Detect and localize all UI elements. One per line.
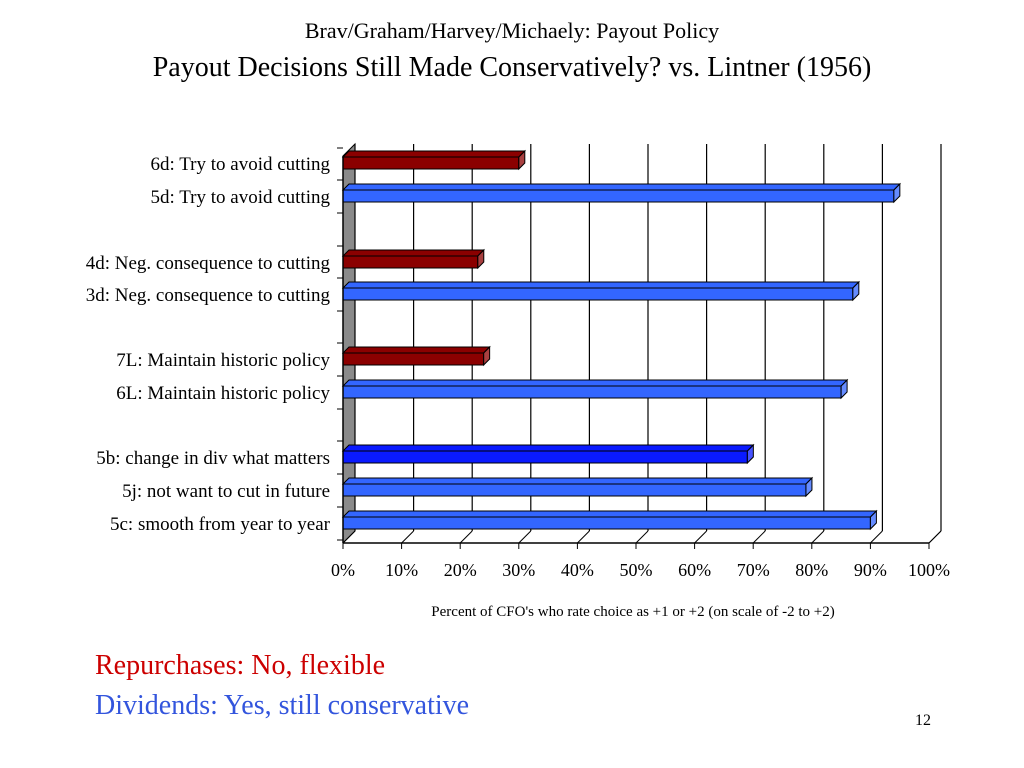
bar-end-face	[805, 476, 813, 498]
category-label: 5b: change in div what matters	[96, 448, 330, 469]
bar-front-face	[342, 189, 895, 203]
bar-front-face	[342, 287, 854, 301]
bar-top-face	[341, 510, 878, 518]
floor-gridline	[635, 530, 649, 544]
bar-front-face	[342, 483, 807, 497]
floor-gridline	[342, 530, 356, 544]
axis-corner	[928, 530, 942, 544]
category-label: 5d: Try to avoid cutting	[151, 187, 331, 208]
floor-gridline	[694, 530, 707, 544]
note-repurchases: Repurchases: No, flexible	[95, 650, 386, 681]
x-tick-label: 100%	[908, 560, 950, 580]
bar	[341, 182, 902, 204]
page-number: 12	[915, 712, 931, 729]
bar-top-face	[341, 249, 485, 257]
x-tick-label: 0%	[331, 560, 355, 580]
x-tick-label: 20%	[444, 560, 477, 580]
slide-title: Payout Decisions Still Made Conservative…	[152, 52, 872, 83]
x-tick-label: 50%	[620, 560, 653, 580]
bar	[341, 378, 849, 400]
bar-front-face	[342, 516, 871, 530]
slide-subtitle: Brav/Graham/Harvey/Michaely: Payout Poli…	[304, 18, 720, 43]
bar	[341, 476, 814, 498]
bar-end-face	[840, 378, 848, 400]
x-tick-label: 90%	[854, 560, 887, 580]
bar-top-face	[341, 346, 491, 354]
bar-end-face	[893, 182, 901, 204]
bar-top-face	[341, 379, 849, 387]
floor-gridline	[811, 530, 825, 544]
bar	[341, 248, 485, 270]
x-tick-label: 10%	[385, 560, 418, 580]
bar-top-face	[341, 183, 902, 191]
x-tick-label: 40%	[561, 560, 594, 580]
bar	[341, 509, 878, 531]
bar-top-face	[341, 150, 527, 158]
bar-front-face	[342, 352, 485, 366]
bar-end-face	[869, 509, 877, 531]
bar-front-face	[342, 450, 748, 464]
category-label: 6d: Try to avoid cutting	[151, 154, 331, 175]
x-tick-label: 30%	[502, 560, 535, 580]
floor-gridline	[518, 530, 532, 544]
bar-front-face	[342, 385, 842, 399]
bar	[341, 149, 527, 171]
floor-gridline	[752, 530, 766, 544]
bar	[341, 443, 755, 465]
floor-gridline	[401, 530, 414, 544]
category-label: 4d: Neg. consequence to cutting	[86, 253, 331, 274]
category-label: 3d: Neg. consequence to cutting	[86, 285, 331, 306]
x-tick-label: 70%	[737, 560, 770, 580]
x-tick-label: 80%	[795, 560, 828, 580]
note-dividends: Dividends: Yes, still conservative	[95, 690, 470, 721]
bar-front-face	[342, 255, 479, 269]
x-tick-label: 60%	[678, 560, 711, 580]
floor-gridline	[870, 530, 883, 544]
bar-top-face	[341, 477, 814, 485]
bar-top-face	[341, 281, 861, 289]
floor-gridline	[459, 530, 473, 544]
floor-gridline	[577, 530, 590, 544]
bar-end-face	[852, 280, 860, 302]
category-label: 7L: Maintain historic policy	[116, 350, 330, 371]
bar-end-face	[483, 345, 491, 367]
category-label: 6L: Maintain historic policy	[116, 383, 330, 404]
bar	[341, 345, 491, 367]
bar-front-face	[342, 156, 520, 170]
bar-end-face	[518, 149, 526, 171]
bar-top-face	[341, 444, 755, 452]
bar-end-face	[477, 248, 485, 270]
category-label: 5j: not want to cut in future	[122, 481, 330, 502]
category-label: 5c: smooth from year to year	[110, 514, 331, 535]
bar-end-face	[746, 443, 754, 465]
x-axis-title: Percent of CFO's who rate choice as +1 o…	[431, 604, 834, 620]
bar	[341, 280, 861, 302]
